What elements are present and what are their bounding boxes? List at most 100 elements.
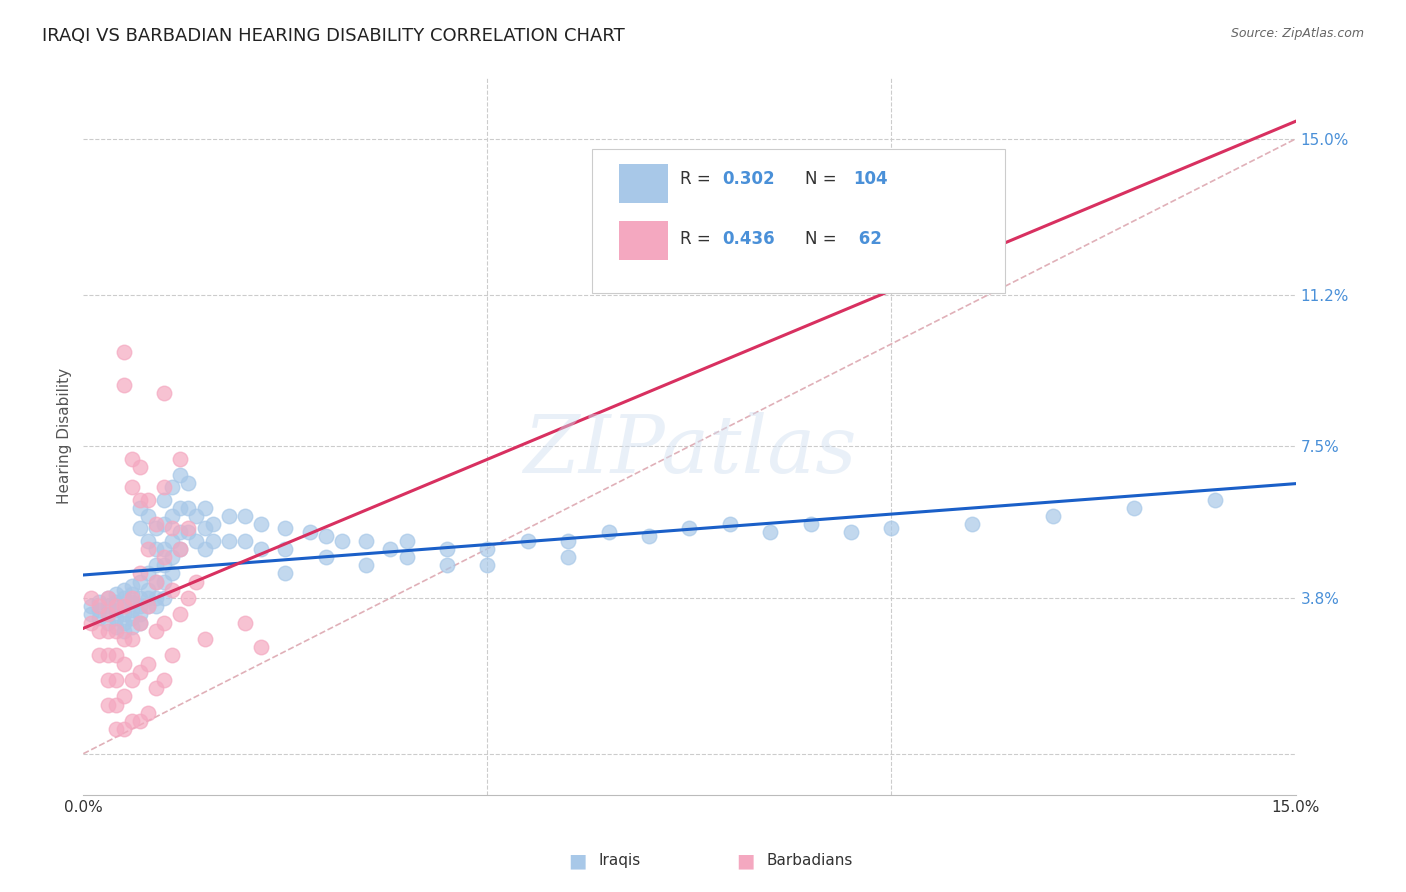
Text: N =: N = [804,170,841,188]
Point [136,706,159,720]
Point [169,525,191,540]
Point [80,607,103,622]
Point [104,624,127,638]
Point [160,549,183,564]
Point [1042,508,1064,523]
Text: Source: ZipAtlas.com: Source: ZipAtlas.com [1230,27,1364,40]
Point [962,517,984,532]
Point [436,541,458,556]
Point [96,607,118,622]
Point [80,599,103,614]
Point [395,533,418,548]
Point [121,611,143,625]
Text: Barbadians: Barbadians [766,854,853,868]
Point [136,657,159,671]
Point [96,599,118,614]
Point [169,607,191,622]
Point [153,591,176,605]
Point [121,632,143,646]
Point [145,558,167,573]
Point [80,591,103,605]
Point [89,595,111,609]
Point [128,566,150,581]
Text: R =: R = [679,230,716,248]
Point [104,673,127,687]
Point [193,500,215,515]
Point [153,574,176,589]
Point [112,582,135,597]
Point [233,533,256,548]
Point [128,615,150,630]
Point [145,541,167,556]
Point [160,480,183,494]
Point [395,549,418,564]
Point [128,574,150,589]
Point [145,624,167,638]
Text: R =: R = [679,170,716,188]
Point [128,615,150,630]
Point [89,599,111,614]
Point [153,673,176,687]
Point [104,648,127,663]
Point [557,549,579,564]
Text: 104: 104 [853,170,887,188]
Point [112,615,135,630]
Point [104,611,127,625]
Point [96,673,118,687]
Point [169,500,191,515]
Point [477,541,499,556]
Point [104,595,127,609]
Point [104,620,127,634]
Point [128,521,150,535]
Text: ■: ■ [737,851,755,871]
Point [177,476,200,491]
Text: 0.302: 0.302 [723,170,775,188]
Point [104,603,127,617]
Point [153,517,176,532]
Point [153,549,176,564]
Point [153,492,176,507]
Point [121,587,143,601]
Point [638,529,661,543]
Point [128,665,150,679]
Point [128,591,150,605]
Point [112,599,135,614]
Point [186,533,208,548]
Point [160,533,183,548]
Point [104,599,127,614]
FancyBboxPatch shape [592,149,1005,293]
Point [136,582,159,597]
Point [330,533,353,548]
Point [354,558,377,573]
Point [160,566,183,581]
Point [201,533,224,548]
Point [112,624,135,638]
Point [800,517,823,532]
Point [128,599,150,614]
Point [128,459,150,474]
Point [121,451,143,466]
Point [759,525,782,540]
Text: N =: N = [804,230,841,248]
Point [1204,492,1226,507]
Text: 62: 62 [853,230,882,248]
Point [112,607,135,622]
Point [1123,500,1146,515]
Text: 0.436: 0.436 [723,230,775,248]
Point [160,521,183,535]
Point [274,521,297,535]
Point [121,591,143,605]
Point [169,468,191,483]
Text: ■: ■ [568,851,586,871]
Point [678,521,700,535]
Point [598,525,620,540]
Point [169,541,191,556]
Point [121,595,143,609]
Point [121,620,143,634]
Point [250,517,273,532]
Point [177,525,200,540]
Point [160,648,183,663]
Point [96,648,118,663]
Point [112,722,135,736]
Point [128,500,150,515]
